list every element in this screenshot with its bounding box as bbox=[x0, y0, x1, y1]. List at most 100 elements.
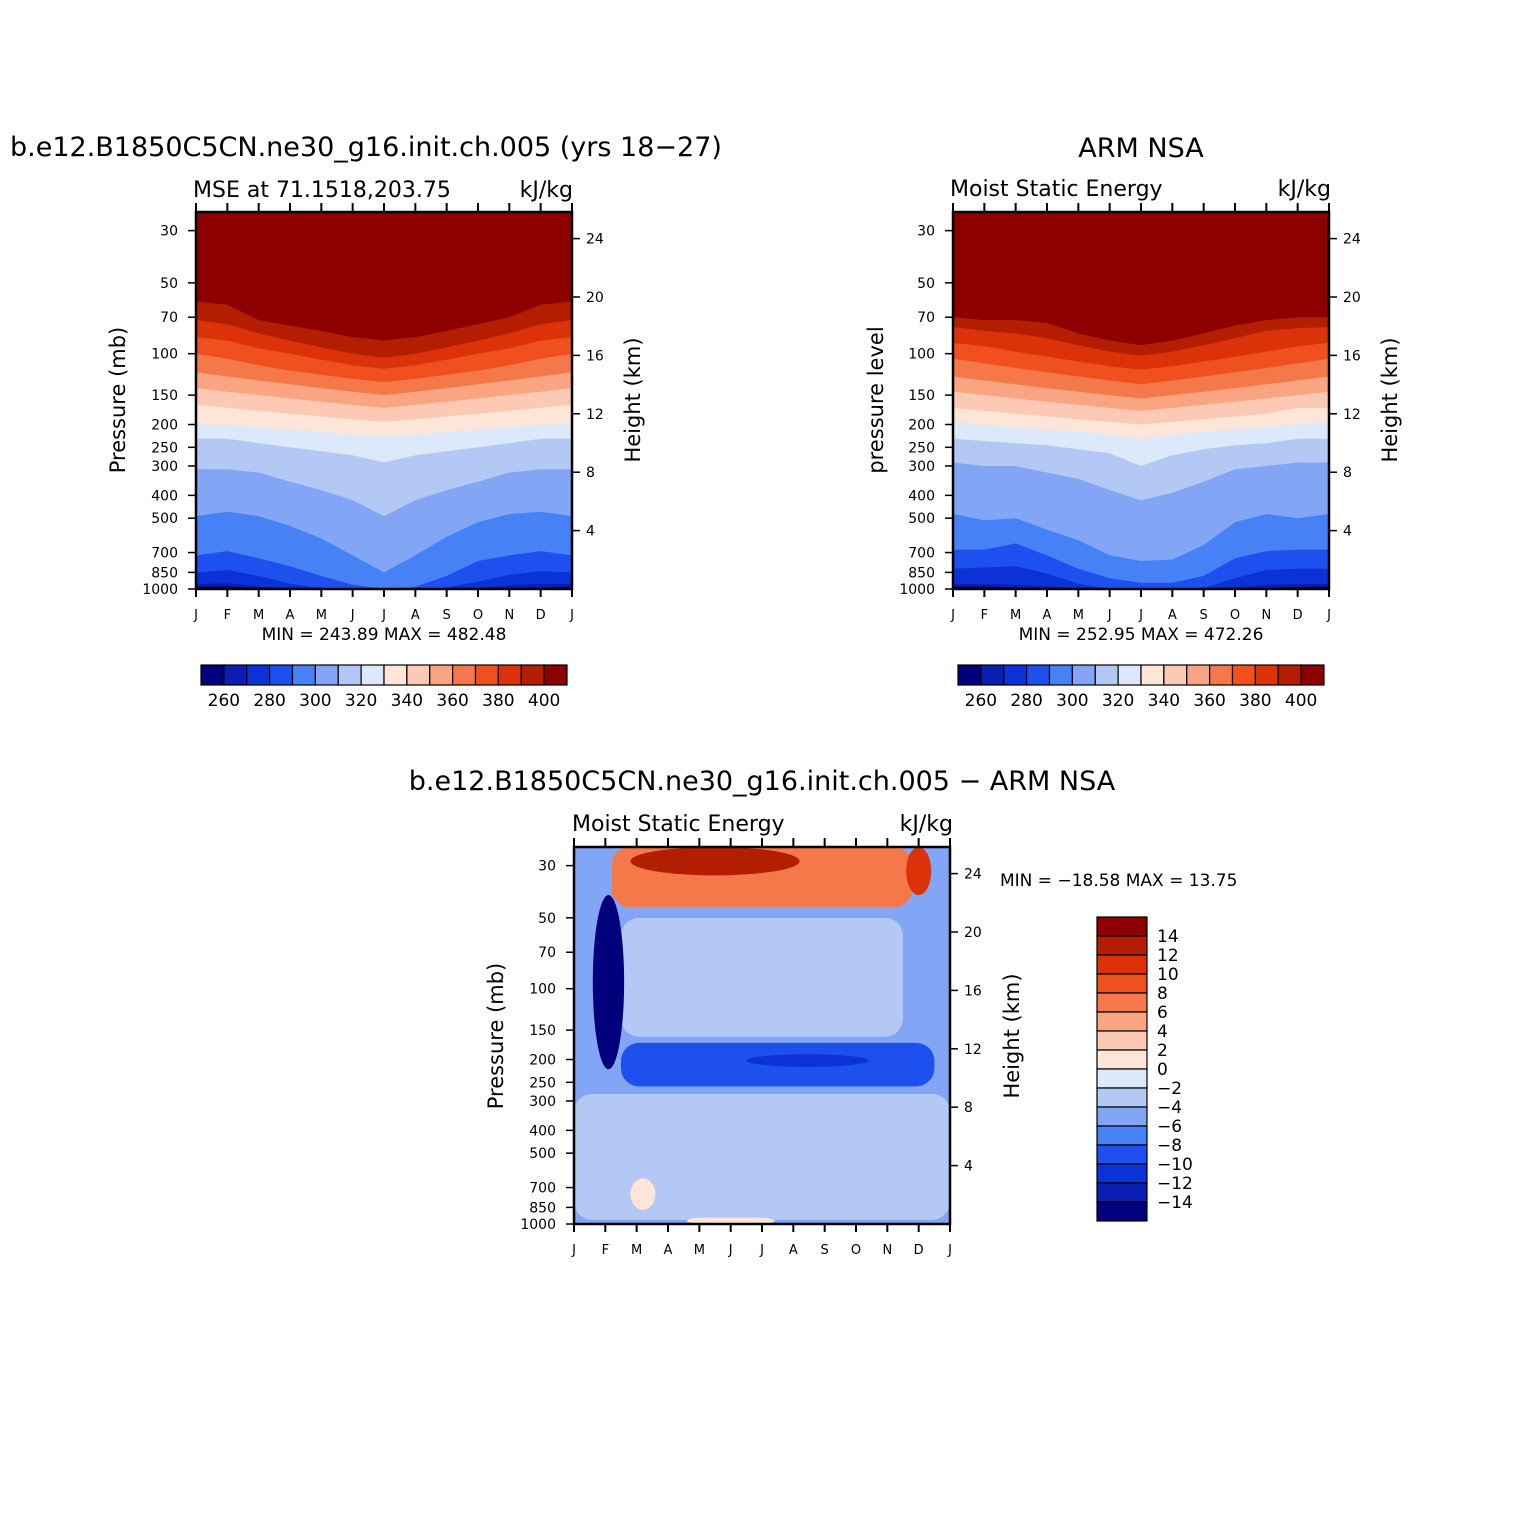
pressure-tick-label: 700 bbox=[529, 1181, 556, 1197]
month-tick-label: J bbox=[1138, 608, 1143, 623]
month-tick-label: O bbox=[851, 1243, 861, 1258]
panel-obs: ARM NSA Moist Static Energy kJ/kg 30 50 70… bbox=[864, 133, 1402, 711]
height-tick-label: 12 bbox=[1343, 407, 1361, 423]
panel-model-colorbar: 260 280 300 320 340 360 380 400 bbox=[200, 664, 568, 711]
colorbar-swatch bbox=[1096, 1049, 1148, 1070]
panel-model-title: b.e12.B1850C5CN.ne30_g16.init.ch.005 (yr… bbox=[10, 132, 722, 163]
pressure-tick-label: 250 bbox=[529, 1075, 556, 1091]
month-tick-label: N bbox=[1261, 608, 1271, 623]
diff-region-november-peak bbox=[906, 847, 932, 896]
month-tick-label: J bbox=[569, 608, 574, 623]
month-tick-label: A bbox=[286, 608, 295, 623]
pressure-tick-label: 200 bbox=[151, 418, 178, 434]
colorbar-swatch bbox=[1096, 1125, 1148, 1146]
panel-diff-left-label: Moist Static Energy bbox=[572, 812, 785, 837]
contour-band-400 bbox=[953, 212, 1329, 346]
pressure-tick-label: 200 bbox=[908, 418, 935, 434]
pressure-tick-label: 100 bbox=[908, 347, 935, 363]
month-tick-label: D bbox=[536, 608, 546, 623]
colorbar-swatch bbox=[1096, 1106, 1148, 1127]
month-tick-label: A bbox=[1043, 608, 1052, 623]
month-tick-label: F bbox=[981, 608, 988, 623]
colorbar-swatch bbox=[1096, 992, 1148, 1013]
month-tick-label: M bbox=[253, 608, 264, 623]
pressure-tick-label: 850 bbox=[529, 1200, 556, 1216]
panel-model-ylabel-right: Height (km) bbox=[621, 337, 645, 462]
pressure-tick-label: 1000 bbox=[142, 582, 178, 598]
pressure-tick-label: 150 bbox=[529, 1023, 556, 1039]
colorbar-label: 10 bbox=[1157, 965, 1179, 985]
pressure-tick-label: 300 bbox=[908, 459, 935, 475]
colorbar-swatch bbox=[200, 664, 225, 686]
height-tick-label: 24 bbox=[964, 867, 982, 883]
colorbar-swatch bbox=[1186, 664, 1211, 686]
month-tick-label: J bbox=[728, 1243, 733, 1258]
pressure-tick-label: 1000 bbox=[520, 1217, 556, 1233]
colorbar-label: 360 bbox=[436, 691, 468, 711]
diff-region-mid-troposphere-weak bbox=[574, 1093, 950, 1220]
month-tick-label: J bbox=[381, 608, 386, 623]
month-tick-label: S bbox=[821, 1243, 829, 1258]
month-tick-label: N bbox=[504, 608, 514, 623]
colorbar-swatch bbox=[1096, 935, 1148, 956]
colorbar-label: −4 bbox=[1157, 1098, 1182, 1118]
month-tick-label: S bbox=[1200, 608, 1208, 623]
height-tick-label: 12 bbox=[586, 407, 604, 423]
colorbar-label: 340 bbox=[1148, 691, 1180, 711]
colorbar-label: 300 bbox=[299, 691, 331, 711]
colorbar-swatch bbox=[1096, 1030, 1148, 1051]
colorbar-swatch bbox=[1026, 664, 1051, 686]
pressure-tick-label: 700 bbox=[908, 546, 935, 562]
panel-diff-units: kJ/kg bbox=[900, 812, 953, 837]
pressure-tick-label: 70 bbox=[160, 310, 178, 326]
colorbar-swatch bbox=[1140, 664, 1165, 686]
pressure-tick-label: 300 bbox=[529, 1094, 556, 1110]
pressure-tick-label: 50 bbox=[917, 276, 935, 292]
pressure-tick-label: 200 bbox=[529, 1053, 556, 1069]
height-tick-label: 8 bbox=[586, 465, 595, 481]
colorbar-swatch bbox=[1231, 664, 1256, 686]
pressure-tick-label: 100 bbox=[529, 982, 556, 998]
colorbar-swatch bbox=[1117, 664, 1142, 686]
pressure-tick-label: 400 bbox=[151, 488, 178, 504]
colorbar-label: −12 bbox=[1157, 1174, 1193, 1194]
colorbar-label: 2 bbox=[1157, 1041, 1168, 1061]
colorbar-swatch bbox=[1096, 1163, 1148, 1184]
colorbar-swatch bbox=[1209, 664, 1234, 686]
month-tick-label: M bbox=[316, 608, 327, 623]
contour-band-400 bbox=[196, 212, 572, 341]
month-tick-label: M bbox=[1073, 608, 1084, 623]
colorbar-label: 12 bbox=[1157, 946, 1179, 966]
colorbar-label: −2 bbox=[1157, 1079, 1182, 1099]
pressure-tick-label: 50 bbox=[160, 276, 178, 292]
height-tick-label: 20 bbox=[586, 290, 604, 306]
colorbar-swatch bbox=[314, 664, 339, 686]
panel-model-minmax: MIN = 243.89 MAX = 482.48 bbox=[262, 625, 507, 645]
colorbar-swatch bbox=[406, 664, 431, 686]
colorbar-swatch bbox=[980, 664, 1005, 686]
colorbar-label: 8 bbox=[1157, 984, 1168, 1004]
colorbar-label: −6 bbox=[1157, 1117, 1182, 1137]
colorbar-swatch bbox=[1096, 1201, 1148, 1222]
pressure-tick-label: 500 bbox=[151, 511, 178, 527]
height-tick-label: 16 bbox=[964, 983, 982, 999]
colorbar-swatch bbox=[1096, 1182, 1148, 1203]
pressure-tick-label: 850 bbox=[151, 565, 178, 581]
colorbar-swatch bbox=[360, 664, 385, 686]
height-tick-label: 12 bbox=[964, 1042, 982, 1058]
colorbar-swatch bbox=[1096, 954, 1148, 975]
pressure-tick-label: 850 bbox=[908, 565, 935, 581]
panel-obs-units: kJ/kg bbox=[1278, 177, 1331, 202]
height-tick-label: 4 bbox=[1343, 524, 1352, 540]
month-tick-label: J bbox=[571, 1243, 576, 1258]
colorbar-swatch bbox=[452, 664, 477, 686]
colorbar-label: 260 bbox=[965, 691, 997, 711]
pressure-tick-label: 250 bbox=[908, 440, 935, 456]
height-tick-label: 8 bbox=[964, 1100, 973, 1116]
pressure-tick-label: 700 bbox=[151, 546, 178, 562]
colorbar-label: 340 bbox=[391, 691, 423, 711]
colorbar-swatch bbox=[383, 664, 408, 686]
month-tick-label: D bbox=[914, 1243, 924, 1258]
colorbar-swatch bbox=[1048, 664, 1073, 686]
